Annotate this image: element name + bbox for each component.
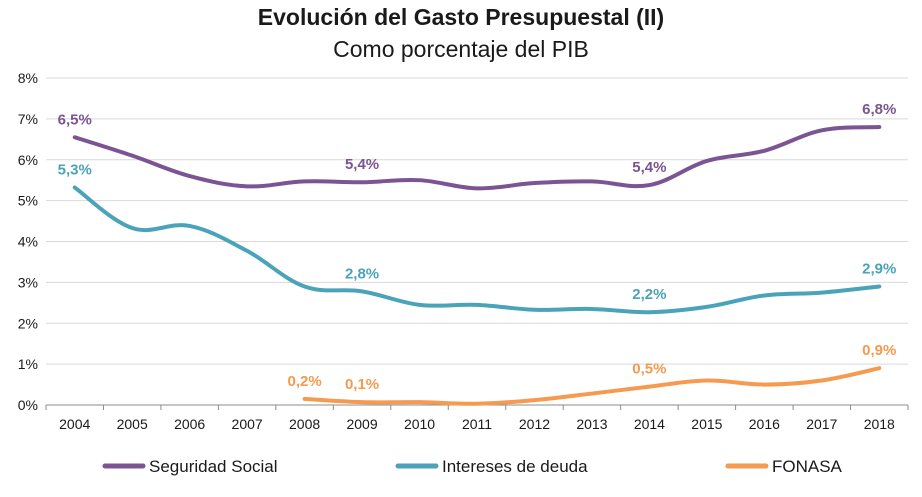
data-point-seguridad-social — [188, 174, 192, 178]
legend: Seguridad Social Intereses de deuda FONASA — [102, 457, 843, 476]
data-point-seguridad-social — [303, 179, 307, 183]
series-lines — [72, 125, 882, 406]
data-point-seguridad-social — [705, 159, 709, 163]
y-tick-label: 1% — [18, 356, 38, 372]
x-tick-label: 2009 — [346, 416, 377, 432]
data-point-seguridad-social — [360, 180, 364, 184]
data-point-fonasa — [705, 378, 709, 382]
data-point-intereses-de-deuda — [303, 284, 307, 288]
data-point-fonasa — [360, 400, 364, 404]
chart-title: Evolución del Gasto Presupuestal (II) — [257, 4, 665, 30]
data-point-intereses-de-deuda — [418, 303, 422, 307]
data-point-intereses-de-deuda — [532, 308, 536, 312]
x-tick-label: 2013 — [576, 416, 607, 432]
y-tick-label: 8% — [18, 70, 38, 86]
data-point-fonasa — [475, 402, 479, 406]
data-point-intereses-de-deuda — [820, 291, 824, 295]
data-point-fonasa — [647, 385, 651, 389]
y-tick-label: 4% — [18, 234, 38, 250]
x-tick-label: 2007 — [232, 416, 263, 432]
data-label-intereses-de-deuda: 5,3% — [58, 162, 92, 179]
data-point-intereses-de-deuda — [762, 293, 766, 297]
data-point-intereses-de-deuda — [705, 305, 709, 309]
data-label-fonasa: 0,2% — [287, 373, 321, 390]
x-tick-label: 2015 — [691, 416, 722, 432]
data-point-fonasa — [303, 397, 307, 401]
x-tick-label: 2016 — [749, 416, 780, 432]
x-tick-label: 2006 — [174, 416, 205, 432]
x-tick-label: 2014 — [634, 416, 665, 432]
x-tick-label: 2011 — [462, 416, 492, 432]
data-point-intereses-de-deuda — [475, 303, 479, 307]
data-point-seguridad-social — [245, 184, 249, 188]
data-label-seguridad-social: 5,4% — [345, 156, 379, 173]
y-tick-label: 2% — [18, 315, 38, 331]
x-tick-label: 2004 — [59, 416, 90, 432]
data-point-seguridad-social — [130, 154, 134, 158]
chart-subtitle: Como porcentaje del PIB — [333, 36, 589, 62]
series-line-fonasa — [302, 366, 882, 406]
y-axis: 0% 1% 2% 3% 4% 5% 6% 7% 8% — [18, 70, 38, 413]
y-tick-label: 3% — [18, 274, 38, 290]
y-tick-label: 0% — [18, 397, 38, 413]
data-point-seguridad-social — [820, 128, 824, 132]
legend-label-seguridad-social: Seguridad Social — [149, 457, 278, 476]
data-point-intereses-de-deuda — [188, 224, 192, 228]
data-point-fonasa — [590, 392, 594, 396]
data-point-fonasa — [762, 383, 766, 387]
data-label-seguridad-social: 6,8% — [862, 101, 896, 118]
data-label-intereses-de-deuda: 2,9% — [862, 260, 896, 277]
x-tick-label: 2008 — [289, 416, 320, 432]
x-axis: 2004 2005 2006 2007 2008 2009 2010 2011 2012 2013… — [45, 405, 909, 432]
data-point-intereses-de-deuda — [130, 226, 134, 230]
data-point-seguridad-social — [418, 178, 422, 182]
x-tick-label: 2010 — [404, 416, 435, 432]
x-tick-label: 2018 — [864, 416, 895, 432]
y-tick-label: 7% — [18, 111, 38, 127]
data-label-seguridad-social: 6,5% — [58, 111, 92, 128]
data-label-fonasa: 0,1% — [345, 376, 379, 393]
data-label-fonasa: 0,5% — [632, 361, 666, 378]
y-tick-label: 5% — [18, 193, 38, 209]
x-tick-label: 2005 — [117, 416, 148, 432]
data-point-seguridad-social — [73, 135, 77, 139]
data-label-seguridad-social: 5,4% — [632, 159, 666, 176]
legend-label-fonasa: FONASA — [772, 457, 843, 476]
data-label-intereses-de-deuda: 2,8% — [345, 265, 379, 282]
x-tick-label: 2017 — [806, 416, 837, 432]
data-point-seguridad-social — [590, 179, 594, 183]
data-point-intereses-de-deuda — [647, 310, 651, 314]
data-point-seguridad-social — [762, 149, 766, 153]
data-point-seguridad-social — [532, 181, 536, 185]
data-point-intereses-de-deuda — [877, 284, 881, 288]
data-point-seguridad-social — [647, 183, 651, 187]
data-point-seguridad-social — [475, 186, 479, 190]
data-point-intereses-de-deuda — [245, 249, 249, 253]
data-point-fonasa — [820, 378, 824, 382]
data-point-intereses-de-deuda — [360, 289, 364, 293]
data-labels: 6,5% 5,4% 5,4% 6,8% 5,3% 2,8% 2,2% 2,9% 0,2% 0,1%… — [58, 101, 897, 393]
y-tick-label: 6% — [18, 152, 38, 168]
legend-label-intereses-de-deuda: Intereses de deuda — [442, 457, 588, 476]
x-tick-label: 2012 — [519, 416, 550, 432]
data-point-fonasa — [532, 398, 536, 402]
series-line-seguridad-social — [72, 125, 882, 191]
data-label-intereses-de-deuda: 2,2% — [632, 286, 666, 303]
gridlines — [46, 77, 908, 406]
data-point-fonasa — [418, 400, 422, 404]
data-label-fonasa: 0,9% — [862, 342, 896, 359]
data-point-intereses-de-deuda — [73, 186, 77, 190]
series-line-intereses-de-deuda — [72, 185, 882, 315]
data-point-intereses-de-deuda — [590, 307, 594, 311]
data-point-fonasa — [877, 366, 881, 370]
data-point-seguridad-social — [877, 125, 881, 129]
